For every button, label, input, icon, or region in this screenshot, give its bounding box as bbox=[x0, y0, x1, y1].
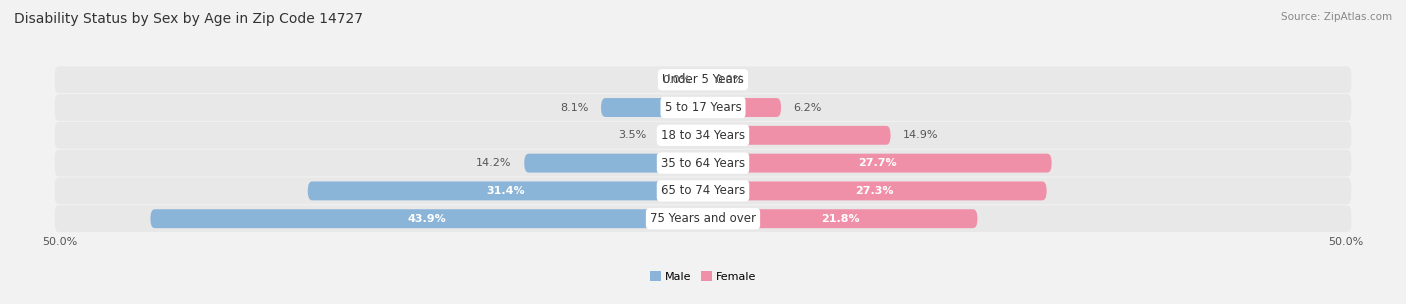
FancyBboxPatch shape bbox=[659, 126, 703, 145]
Text: 0.0%: 0.0% bbox=[662, 75, 690, 85]
Text: 14.2%: 14.2% bbox=[477, 158, 512, 168]
Text: 35 to 64 Years: 35 to 64 Years bbox=[661, 157, 745, 170]
Text: 50.0%: 50.0% bbox=[1329, 237, 1364, 247]
Text: 27.3%: 27.3% bbox=[856, 186, 894, 196]
FancyBboxPatch shape bbox=[55, 150, 1351, 176]
Text: 5 to 17 Years: 5 to 17 Years bbox=[665, 101, 741, 114]
Text: 65 to 74 Years: 65 to 74 Years bbox=[661, 185, 745, 197]
FancyBboxPatch shape bbox=[703, 126, 890, 145]
Text: 50.0%: 50.0% bbox=[42, 237, 77, 247]
Text: 31.4%: 31.4% bbox=[486, 186, 524, 196]
Text: Disability Status by Sex by Age in Zip Code 14727: Disability Status by Sex by Age in Zip C… bbox=[14, 12, 363, 26]
FancyBboxPatch shape bbox=[308, 181, 703, 200]
FancyBboxPatch shape bbox=[600, 98, 703, 117]
FancyBboxPatch shape bbox=[703, 181, 1046, 200]
Text: Under 5 Years: Under 5 Years bbox=[662, 73, 744, 86]
FancyBboxPatch shape bbox=[55, 206, 1351, 232]
FancyBboxPatch shape bbox=[703, 209, 977, 228]
Text: 0.0%: 0.0% bbox=[716, 75, 744, 85]
Legend: Male, Female: Male, Female bbox=[645, 267, 761, 287]
FancyBboxPatch shape bbox=[703, 98, 782, 117]
Text: 21.8%: 21.8% bbox=[821, 214, 859, 224]
Text: 3.5%: 3.5% bbox=[619, 130, 647, 140]
FancyBboxPatch shape bbox=[55, 122, 1351, 149]
FancyBboxPatch shape bbox=[150, 209, 703, 228]
FancyBboxPatch shape bbox=[55, 94, 1351, 121]
Text: 75 Years and over: 75 Years and over bbox=[650, 212, 756, 225]
Text: 6.2%: 6.2% bbox=[793, 102, 823, 112]
Text: Source: ZipAtlas.com: Source: ZipAtlas.com bbox=[1281, 12, 1392, 22]
FancyBboxPatch shape bbox=[524, 154, 703, 173]
Text: 18 to 34 Years: 18 to 34 Years bbox=[661, 129, 745, 142]
FancyBboxPatch shape bbox=[703, 154, 1052, 173]
FancyBboxPatch shape bbox=[55, 178, 1351, 204]
Text: 27.7%: 27.7% bbox=[858, 158, 897, 168]
Text: 43.9%: 43.9% bbox=[408, 214, 446, 224]
Text: 14.9%: 14.9% bbox=[903, 130, 939, 140]
Text: 8.1%: 8.1% bbox=[560, 102, 589, 112]
FancyBboxPatch shape bbox=[55, 66, 1351, 93]
